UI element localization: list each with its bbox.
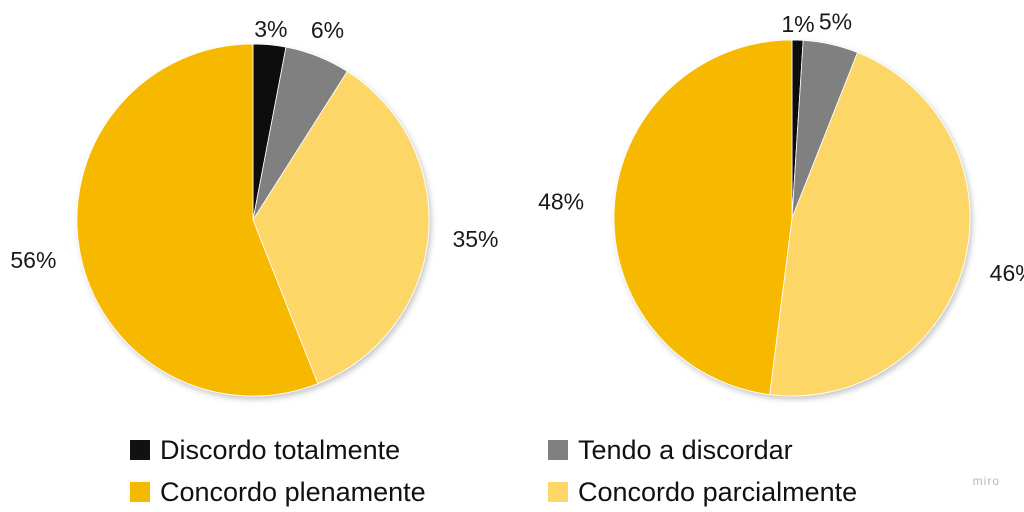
pie-slice bbox=[769, 51, 971, 397]
legend-item-concordo-parcialmente: Concordo parcialmente bbox=[548, 474, 857, 510]
slice-data-label: 5% bbox=[819, 8, 852, 34]
watermark: miro bbox=[972, 474, 1000, 488]
slice-data-label: 46% bbox=[990, 260, 1024, 286]
pie-charts: 3% 6% 35% 56% 1%5% 46% 48% bbox=[10, 8, 1024, 397]
slice-data-label: 3% bbox=[254, 16, 287, 42]
legend-label: Concordo plenamente bbox=[160, 476, 426, 507]
legend-item-tendo-a-discordar: Tendo a discordar bbox=[548, 432, 793, 468]
pie-labels-1: 3% 6% 35% 56% bbox=[10, 16, 498, 273]
legend-item-concordo-plenamente: Concordo plenamente bbox=[130, 474, 426, 510]
legend-swatch bbox=[548, 440, 568, 460]
pie-slice bbox=[76, 43, 319, 397]
pie-chart-1 bbox=[76, 43, 430, 397]
pie-chart-2 bbox=[613, 39, 971, 397]
slice-data-label: 48% bbox=[538, 189, 584, 215]
legend-label: Discordo totalmente bbox=[160, 434, 401, 465]
legend-swatch bbox=[548, 482, 568, 502]
pie-slice bbox=[252, 70, 430, 385]
legend: Discordo totalmente Tendo a discordar Co… bbox=[0, 430, 1024, 512]
pie-labels-2: 1%5% 46% 48% bbox=[538, 8, 1024, 285]
slice-data-label: 6% bbox=[311, 17, 344, 43]
legend-swatch bbox=[130, 482, 150, 502]
slice-data-label: 56% bbox=[10, 247, 56, 273]
legend-item-discordo-totalmente: Discordo totalmente bbox=[130, 432, 400, 468]
legend-label: Concordo parcialmente bbox=[578, 476, 858, 507]
legend-swatch bbox=[130, 440, 150, 460]
legend-label: Tendo a discordar bbox=[578, 434, 793, 465]
slice-data-label: 35% bbox=[452, 226, 498, 252]
pie-slice bbox=[613, 39, 793, 396]
slice-data-label: 1% bbox=[781, 11, 814, 37]
